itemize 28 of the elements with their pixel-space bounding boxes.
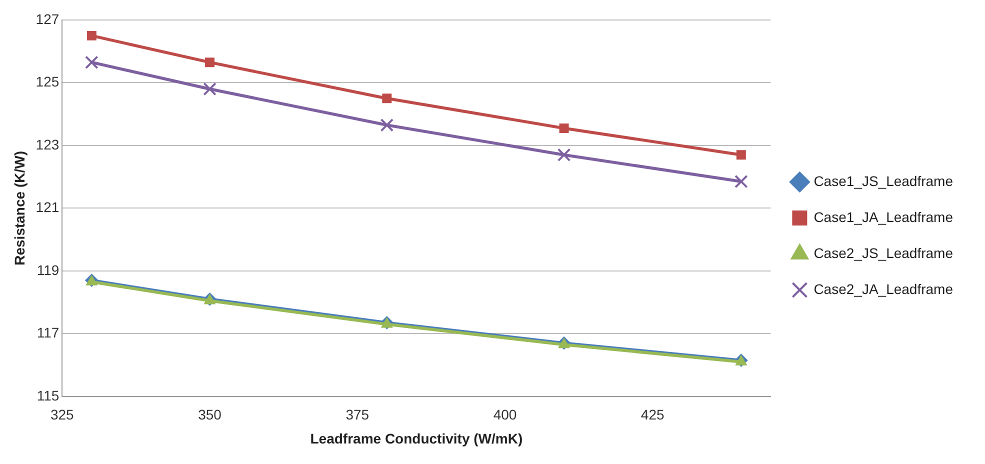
- y-tick-label: 115: [36, 387, 60, 404]
- x-axis-title: Leadframe Conductivity (W/mK): [310, 430, 523, 446]
- point: [559, 123, 569, 133]
- point: [203, 82, 216, 96]
- point: [380, 118, 394, 132]
- point: [86, 30, 96, 40]
- x-tick-label: 325: [50, 406, 74, 423]
- y-tick-label: 121: [36, 199, 60, 216]
- point: [557, 148, 571, 162]
- x-tick-label: 375: [346, 406, 370, 423]
- point: [205, 58, 215, 68]
- y-tick-label: 127: [36, 10, 60, 27]
- y-tick-label: 125: [36, 74, 60, 90]
- x-tick-label: 425: [640, 406, 664, 423]
- legend-label: Case2_JS_Leadframe: [814, 244, 954, 261]
- point: [734, 174, 748, 188]
- y-tick-label: 123: [36, 136, 60, 152]
- y-tick-label: 119: [36, 262, 60, 278]
- point: [382, 94, 392, 104]
- x-tick-label: 400: [493, 406, 517, 423]
- point: [736, 150, 746, 160]
- point: [85, 56, 98, 69]
- x-tick-label: 350: [198, 406, 222, 423]
- y-tick-label: 117: [36, 324, 60, 341]
- legend-label: Case1_JA_Leadframe: [814, 208, 954, 225]
- y-axis-title: Resistance (K/W): [11, 151, 28, 266]
- legend-label: Case2_JA_Leadframe: [814, 280, 954, 297]
- legend-label: Case1_JS_Leadframe: [814, 172, 954, 189]
